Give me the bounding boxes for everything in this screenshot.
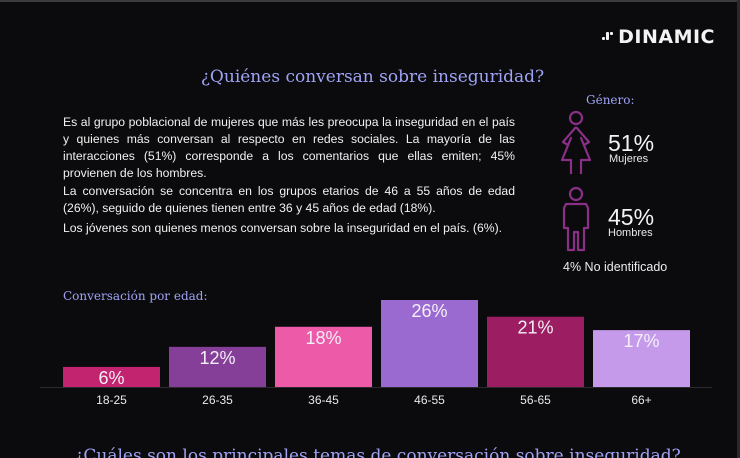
bar-value-label: 12% <box>199 348 235 368</box>
bar-56-65 <box>487 316 584 387</box>
top-border <box>0 0 740 2</box>
age-chart-title: Conversación por edad: <box>63 289 208 303</box>
bar-value-label: 18% <box>305 328 341 348</box>
summary-paragraph-gender: Es al grupo poblacional de mujeres que m… <box>63 115 515 180</box>
logo-text: DINAMIC <box>618 26 715 48</box>
bar-value-label: 26% <box>411 301 447 321</box>
page-title: ¿Quiénes conversan sobre inseguridad? <box>200 67 545 87</box>
summary-paragraph-age: La conversación se concentra en los grup… <box>63 184 515 215</box>
women-percentage: 51% <box>608 130 655 156</box>
x-tick-label: 66+ <box>631 393 651 407</box>
bar-46-55 <box>381 300 478 387</box>
x-tick-label: 18-25 <box>96 393 127 407</box>
x-tick-label: 26-35 <box>202 393 233 407</box>
bar-value-label: 21% <box>517 318 553 338</box>
women-label: Mujeres <box>609 153 649 165</box>
men-percentage: 45% <box>608 204 655 230</box>
bar-18-25 <box>63 366 160 387</box>
next-section-title: ¿Cuáles son los principales temas de con… <box>74 446 681 458</box>
x-tick-label: 46-55 <box>414 393 445 407</box>
x-tick-label: 56-65 <box>520 393 551 407</box>
bar-36-45 <box>275 326 372 387</box>
bar-26-35 <box>169 346 266 387</box>
man-icon <box>562 186 590 252</box>
men-label: Hombres <box>608 227 653 239</box>
x-tick-label: 36-45 <box>308 393 339 407</box>
bar-66+ <box>593 330 690 387</box>
summary-paragraph-youth: Los jóvenes son quienes menos conversan … <box>63 221 503 235</box>
right-border <box>737 0 740 458</box>
bar-value-label: 17% <box>623 331 659 351</box>
woman-icon <box>560 110 592 174</box>
gender-title: Género: <box>586 93 635 107</box>
unidentified-percentage: 4% No identificado <box>563 260 668 274</box>
dinamic-logo: DINAMIC <box>602 26 715 48</box>
bar-value-label: 6% <box>98 368 124 388</box>
logo-mark-icon <box>602 30 614 44</box>
